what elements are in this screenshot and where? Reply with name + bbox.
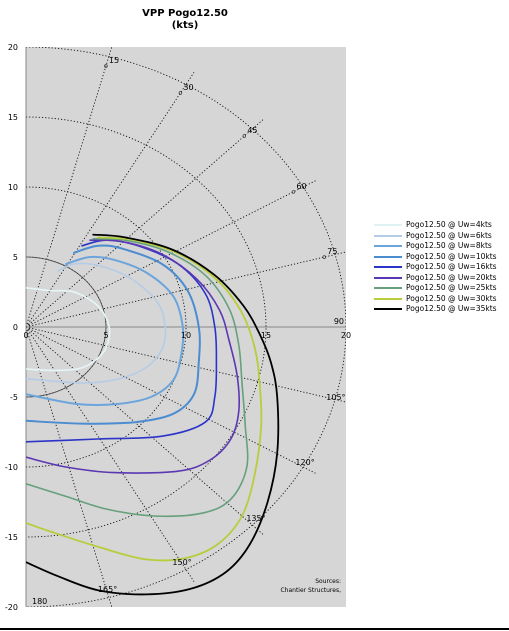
angle-label-105: 105° [326, 393, 345, 402]
y-tick-label--5: -5 [10, 393, 18, 402]
series-line-uw-35kts [26, 233, 280, 596]
speed-circle-15 [26, 116, 267, 538]
legend-item: Pogo12.50 @ Uw=8kts [374, 241, 497, 251]
legend-swatch [374, 255, 402, 258]
radial-gridline-165 [26, 326, 113, 607]
series-line-uw-30kts [26, 236, 263, 562]
angle-label-45: 45 [247, 126, 257, 135]
series-line-uw-6kts [26, 262, 167, 384]
legend-swatch [374, 224, 402, 226]
radial-gridline-45 [26, 118, 264, 328]
grid-layer [26, 47, 346, 607]
legend-item: Pogo12.50 @ Uw=6kts [374, 231, 497, 241]
y-tick-label-15: 15 [8, 113, 18, 122]
legend-swatch [374, 276, 402, 279]
y-tick-label-0: 0 [13, 323, 18, 332]
legend-label: Pogo12.50 @ Uw=25kts [406, 283, 497, 292]
legend-swatch [374, 266, 402, 268]
x-tick-label-15: 15 [261, 331, 271, 340]
legend-label: Pogo12.50 @ Uw=6kts [406, 230, 492, 240]
source-note-line-2: Chantier Structures, [280, 587, 341, 594]
bottom-border [0, 628, 509, 630]
x-tick-label-20: 20 [341, 331, 351, 340]
label-layer: 0 5 10 15 20 20 15 10 5 0 -5 -10 -15 -20 15 30 45 60 75 90 1… [5, 43, 351, 612]
angle-marker-60 [291, 190, 296, 194]
radial-gridline-105 [26, 326, 346, 403]
y-tick-label--10: -10 [5, 463, 18, 472]
chart-title: VPP Pogo12.50 [142, 8, 228, 19]
x-tick-label-5: 5 [103, 331, 108, 340]
angle-label-90: 90 [334, 317, 344, 326]
chart-subtitle: (kts) [171, 20, 199, 31]
legend-item: Pogo12.50 @ Uw=16kts [374, 262, 497, 272]
series-line-uw-8kts [26, 255, 185, 407]
series-layer [26, 233, 280, 596]
legend-item: Pogo12.50 @ Uw=35kts [374, 304, 497, 314]
legend-swatch [374, 308, 402, 310]
angle-label-165: 165° [98, 585, 117, 594]
legend-item: Pogo12.50 @ Uw=25kts [374, 283, 497, 293]
radial-gridline-75 [26, 251, 346, 328]
angle-label-150: 150° [172, 558, 191, 567]
angle-marker-45 [242, 134, 247, 138]
legend-label: Pogo12.50 @ Uw=16kts [406, 262, 497, 271]
series-line-uw-25kts [26, 237, 249, 518]
angle-label-15: 15 [109, 56, 119, 65]
angle-label-60: 60 [296, 182, 306, 191]
angle-marker-15 [104, 64, 108, 68]
source-note-line-1: Sources: [315, 578, 341, 585]
legend: Pogo12.50 @ Uw=4kts Pogo12.50 @ Uw=6kts Po… [374, 220, 497, 315]
radial-gridline-15 [26, 47, 113, 328]
legend-swatch [374, 234, 402, 237]
legend-label: Pogo12.50 @ Uw=10kts [406, 251, 497, 261]
y-tick-label-5: 5 [13, 253, 18, 262]
angle-label-135: 135° [246, 514, 265, 523]
chart-title-block: VPP Pogo12.50 (kts) [0, 8, 370, 32]
angle-marker-30 [178, 91, 183, 95]
polar-chart: 0 5 10 15 20 20 15 10 5 0 -5 -10 -15 -20 15 30 45 60 75 90 1… [5, 43, 351, 612]
series-line-uw-20kts [26, 239, 241, 474]
angle-label-30: 30 [183, 83, 193, 92]
legend-label: Pogo12.50 @ Uw=30kts [406, 293, 497, 303]
y-tick-label-20: 20 [8, 43, 18, 52]
y-tick-label--20: -20 [5, 603, 18, 612]
legend-swatch [374, 297, 402, 300]
radial-gridline-135 [26, 326, 264, 536]
legend-item: Pogo12.50 @ Uw=20kts [374, 273, 497, 283]
angle-marker-75 [322, 255, 326, 259]
angle-label-75: 75 [327, 247, 337, 256]
legend-swatch [374, 287, 402, 289]
x-tick-label-0: 0 [23, 331, 28, 340]
legend-label: Pogo12.50 @ Uw=20kts [406, 272, 497, 282]
angle-label-120: 120° [295, 458, 314, 467]
series-line-uw-4kts [26, 287, 111, 372]
legend-label: Pogo12.50 @ Uw=4kts [406, 220, 492, 229]
legend-swatch [374, 245, 402, 247]
x-tick-label-10: 10 [181, 331, 191, 340]
axis-layer [25, 47, 346, 607]
legend-item: Pogo12.50 @ Uw=4kts [374, 220, 497, 230]
y-tick-label-10: 10 [8, 183, 18, 192]
legend-label: Pogo12.50 @ Uw=35kts [406, 304, 497, 313]
angle-label-180: 180 [32, 597, 47, 606]
series-line-uw-10kts [26, 244, 201, 425]
y-tick-label--15: -15 [5, 533, 18, 542]
legend-item: Pogo12.50 @ Uw=30kts [374, 294, 497, 304]
legend-item: Pogo12.50 @ Uw=10kts [374, 252, 497, 262]
legend-label: Pogo12.50 @ Uw=8kts [406, 241, 492, 250]
